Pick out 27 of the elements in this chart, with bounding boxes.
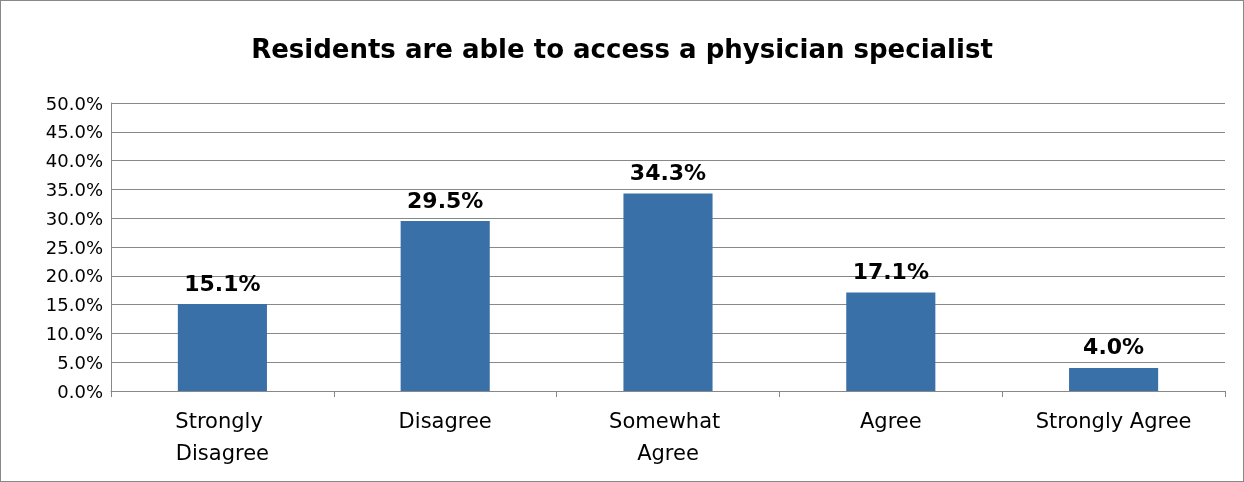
data-label: 17.1% xyxy=(852,259,929,284)
data-label: 4.0% xyxy=(1083,334,1145,360)
bar xyxy=(846,292,936,391)
y-tick-label: 40.0% xyxy=(45,150,103,172)
y-tick-label: 15.0% xyxy=(45,294,103,316)
y-tick-label: 20.0% xyxy=(45,265,103,287)
x-tick-label: Strongly Agree xyxy=(1035,409,1192,433)
y-tick-label: 25.0% xyxy=(45,236,103,258)
chart-title: Residents are able to access a physician specialist xyxy=(251,34,993,64)
data-label: 15.1% xyxy=(184,270,261,296)
bar xyxy=(400,221,490,391)
bar xyxy=(177,304,267,391)
bar xyxy=(623,193,713,391)
y-tick-label: 0.0% xyxy=(57,380,103,402)
x-tick-label: Agree xyxy=(859,409,922,433)
y-tick-label: 35.0% xyxy=(45,178,103,200)
y-tick-label: 30.0% xyxy=(45,207,103,229)
data-label: 29.5% xyxy=(407,187,484,213)
data-label: 34.3% xyxy=(629,159,707,185)
y-tick-label: 10.0% xyxy=(45,322,103,344)
x-tick-label: Somewhat Agree xyxy=(609,409,727,465)
y-tick-label: 45.0% xyxy=(45,121,103,143)
x-tick-label: Disagree xyxy=(398,409,492,433)
bar xyxy=(1069,367,1159,391)
x-tick-label: Strongly Disagree xyxy=(175,409,270,465)
y-tick-label: 50.0% xyxy=(45,92,103,114)
y-tick-label: 5.0% xyxy=(57,351,103,373)
